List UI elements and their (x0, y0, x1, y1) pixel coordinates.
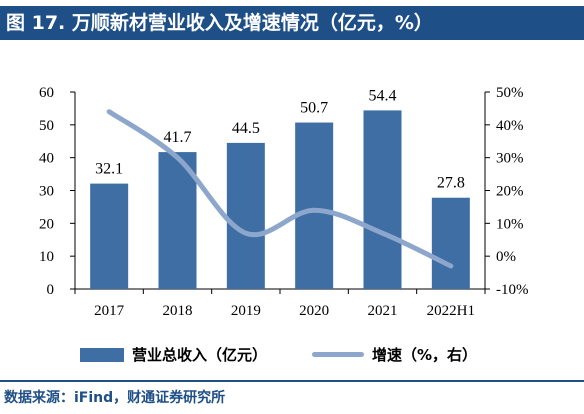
y-tick-label: 10 (39, 249, 54, 265)
chart-area: 0 10 20 30 40 50 60 -10% 0% 10% 20% 30% 40% 50% 32.1 20… (39, 85, 529, 319)
legend-bar-label: 营业总收入（亿元） (132, 346, 268, 364)
legend: 营业总收入（亿元） 增速（%，右） (0, 342, 584, 368)
bar (295, 122, 334, 289)
bar (431, 197, 470, 289)
bar (226, 142, 265, 289)
y2-tick-label: -10% (496, 282, 529, 298)
x-tick-label: 2020 (299, 303, 329, 319)
bar (363, 110, 402, 290)
y-tick-label: 40 (39, 151, 54, 167)
bar-data-label: 50.7 (300, 100, 328, 117)
y2-tick-label: 50% (496, 85, 524, 101)
y-tick-label: 50 (39, 118, 54, 134)
y-tick-label: 30 (39, 184, 54, 200)
y2-tick-label: 10% (496, 216, 524, 232)
y-tick-label: 0 (47, 282, 55, 298)
x-tick-label: 2022H1 (427, 303, 475, 319)
x-tick-label: 2019 (231, 303, 261, 319)
legend-line-label: 增速（%，右） (372, 346, 478, 364)
y2-tick-label: 40% (496, 118, 524, 134)
y-tick-label: 60 (39, 85, 54, 101)
bar-data-label: 44.5 (232, 120, 260, 137)
source-divider (0, 380, 584, 382)
chart-title: 图 17. 万顺新材营业收入及增速情况（亿元，%） (6, 12, 433, 34)
source-note: 数据来源：iFind，财通证券研究所 (4, 390, 226, 406)
y2-tick-label: 30% (496, 151, 524, 167)
x-tick-label: 2018 (163, 303, 193, 319)
y2-tick-label: 20% (496, 184, 524, 200)
legend-line-swatch (312, 352, 364, 357)
y-tick-label: 20 (39, 216, 54, 232)
bar-data-label: 41.7 (164, 129, 192, 146)
bar-data-label: 32.1 (95, 161, 123, 178)
legend-bar-swatch (80, 348, 124, 362)
bar-data-label: 54.4 (369, 87, 397, 104)
x-tick-label: 2021 (368, 303, 398, 319)
bar (90, 183, 129, 289)
bar-data-label: 27.8 (437, 175, 465, 192)
x-tick-label: 2017 (94, 303, 125, 319)
y2-tick-label: 0% (496, 249, 516, 265)
title-bar: 图 17. 万顺新材营业收入及增速情况（亿元，%） (0, 6, 584, 40)
growth-line (106, 109, 454, 269)
